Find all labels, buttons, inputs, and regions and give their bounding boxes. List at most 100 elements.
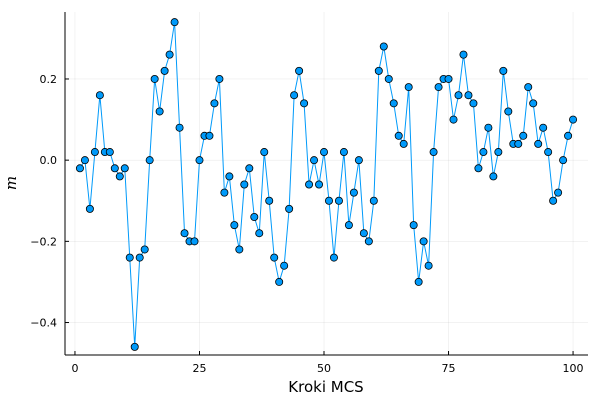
data-point: [494, 148, 503, 157]
data-point: [315, 180, 324, 189]
data-point: [110, 164, 119, 173]
data-point: [80, 156, 89, 165]
data-point: [459, 50, 468, 59]
data-point: [270, 253, 279, 262]
data-point: [260, 148, 269, 157]
data-point: [329, 253, 338, 262]
data-point: [280, 261, 289, 270]
data-point: [105, 148, 114, 157]
data-point: [334, 196, 343, 205]
data-point: [165, 50, 174, 59]
data-point: [145, 156, 154, 165]
ticks: 0 25 50 75 100 −0.4 −0.2 0.0 0.2: [30, 73, 583, 375]
data-point: [559, 156, 568, 165]
data-point: [434, 83, 443, 92]
data-point: [419, 237, 428, 246]
data-point: [454, 91, 463, 100]
x-tick-label: 0: [71, 362, 78, 375]
series: [79, 22, 574, 347]
data-point: [305, 180, 314, 189]
data-point: [190, 237, 199, 246]
data-point: [484, 123, 493, 132]
data-point: [409, 221, 418, 230]
data-point: [75, 164, 84, 173]
data-point: [399, 139, 408, 148]
data-point: [140, 245, 149, 254]
data-point: [135, 253, 144, 262]
data-point: [444, 74, 453, 83]
data-point: [130, 342, 139, 351]
data-point: [474, 164, 483, 173]
data-point: [539, 123, 548, 132]
data-point: [469, 99, 478, 108]
data-point: [225, 172, 234, 181]
y-tick-label: 0.2: [40, 73, 58, 86]
data-point: [275, 277, 284, 286]
x-tick-label: 100: [563, 362, 584, 375]
data-point: [240, 180, 249, 189]
data-point: [250, 212, 259, 221]
data-point: [499, 66, 508, 75]
data-point: [504, 107, 513, 116]
data-point: [554, 188, 563, 197]
data-point: [514, 139, 523, 148]
data-point: [290, 91, 299, 100]
axes: [64, 12, 588, 356]
data-point: [544, 148, 553, 157]
data-point: [230, 221, 239, 230]
data-point: [404, 83, 413, 92]
data-point: [205, 131, 214, 140]
x-tick-label: 50: [317, 362, 331, 375]
data-point: [374, 66, 383, 75]
data-point: [245, 164, 254, 173]
data-point: [285, 204, 294, 213]
data-point: [344, 221, 353, 230]
data-point: [170, 18, 179, 27]
data-point: [369, 196, 378, 205]
data-point: [255, 229, 264, 238]
data-point: [379, 42, 388, 51]
data-point: [195, 156, 204, 165]
y-axis-title: m: [2, 176, 20, 190]
data-point: [529, 99, 538, 108]
x-axis-title: Kroki MCS: [288, 378, 363, 396]
data-point: [429, 148, 438, 157]
data-point: [310, 156, 319, 165]
series-line: [79, 22, 574, 347]
data-point: [300, 99, 309, 108]
data-point: [524, 83, 533, 92]
data-point: [220, 188, 229, 197]
x-tick-label: 25: [192, 362, 206, 375]
data-point: [324, 196, 333, 205]
data-point: [155, 107, 164, 116]
data-point: [479, 148, 488, 157]
data-point: [364, 237, 373, 246]
data-point: [120, 164, 129, 173]
data-point: [394, 131, 403, 140]
data-point: [549, 196, 558, 205]
data-point: [354, 156, 363, 165]
data-point: [235, 245, 244, 254]
data-point: [320, 148, 329, 157]
data-point: [464, 91, 473, 100]
data-point: [215, 74, 224, 83]
data-point: [489, 172, 498, 181]
data-point: [424, 261, 433, 270]
data-point: [414, 277, 423, 286]
data-point: [519, 131, 528, 140]
data-point: [295, 66, 304, 75]
data-point: [339, 148, 348, 157]
y-tick-label: −0.2: [30, 235, 57, 248]
data-points: [75, 18, 578, 351]
data-point: [534, 139, 543, 148]
data-point: [125, 253, 134, 262]
data-point: [85, 204, 94, 213]
data-point: [150, 74, 159, 83]
data-point: [95, 91, 104, 100]
data-point: [384, 74, 393, 83]
data-point: [210, 99, 219, 108]
data-point: [175, 123, 184, 132]
data-point: [349, 188, 358, 197]
data-point: [265, 196, 274, 205]
